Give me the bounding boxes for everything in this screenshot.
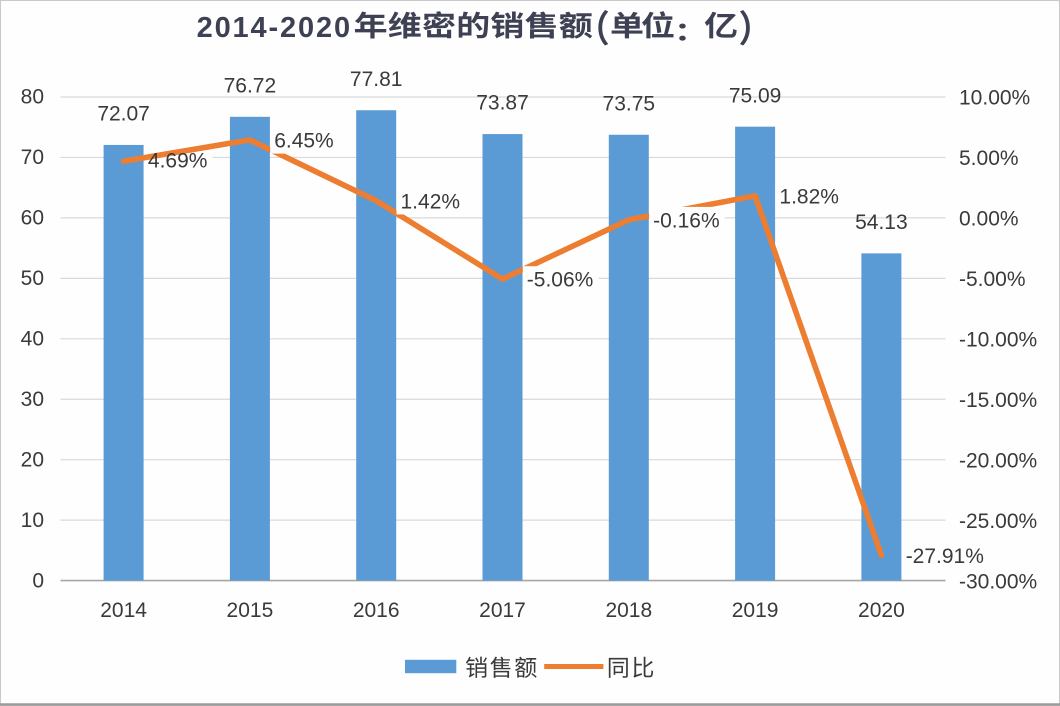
svg-text:-5.00%: -5.00% xyxy=(959,268,1026,291)
svg-text:2017: 2017 xyxy=(479,599,526,622)
svg-text:75.09: 75.09 xyxy=(729,84,782,107)
svg-text:10: 10 xyxy=(21,509,44,532)
svg-text:-15.00%: -15.00% xyxy=(959,389,1037,412)
svg-text:10.00%: 10.00% xyxy=(959,87,1030,110)
svg-text:-30.00%: -30.00% xyxy=(959,570,1037,593)
svg-text:50: 50 xyxy=(21,267,44,290)
svg-text:2015: 2015 xyxy=(227,599,274,622)
svg-text:-5.06%: -5.06% xyxy=(527,269,594,292)
svg-text:73.87: 73.87 xyxy=(476,92,529,115)
svg-text:-25.00%: -25.00% xyxy=(959,510,1037,533)
svg-text:1.42%: 1.42% xyxy=(401,190,461,213)
svg-text:-27.91%: -27.91% xyxy=(906,545,984,568)
svg-text:40: 40 xyxy=(21,327,44,350)
svg-text:2019: 2019 xyxy=(732,599,779,622)
svg-text:20: 20 xyxy=(21,448,44,471)
svg-text:72.07: 72.07 xyxy=(97,103,150,126)
svg-text:5.00%: 5.00% xyxy=(959,147,1019,170)
svg-text:77.81: 77.81 xyxy=(350,68,403,91)
svg-text:0: 0 xyxy=(32,569,44,592)
svg-text:-20.00%: -20.00% xyxy=(959,449,1037,472)
svg-text:2016: 2016 xyxy=(353,599,400,622)
svg-text:2020: 2020 xyxy=(858,599,905,622)
svg-text:0.00%: 0.00% xyxy=(959,208,1019,231)
svg-text:6.45%: 6.45% xyxy=(274,130,334,153)
svg-text:-10.00%: -10.00% xyxy=(959,328,1037,351)
svg-text:70: 70 xyxy=(21,146,44,169)
svg-text:4.69%: 4.69% xyxy=(148,149,208,172)
svg-text:30: 30 xyxy=(21,388,44,411)
svg-text:2014-2020: 2014-2020 xyxy=(197,12,352,44)
svg-text:54.13: 54.13 xyxy=(855,211,908,234)
svg-text:73.75: 73.75 xyxy=(603,92,656,115)
svg-text:-0.16%: -0.16% xyxy=(653,209,720,232)
svg-text:2018: 2018 xyxy=(605,599,652,622)
svg-text:2014: 2014 xyxy=(100,599,147,622)
svg-text:60: 60 xyxy=(21,207,44,230)
svg-text:80: 80 xyxy=(21,86,44,109)
svg-text:76.72: 76.72 xyxy=(224,74,277,97)
svg-text:1.82%: 1.82% xyxy=(779,186,839,209)
